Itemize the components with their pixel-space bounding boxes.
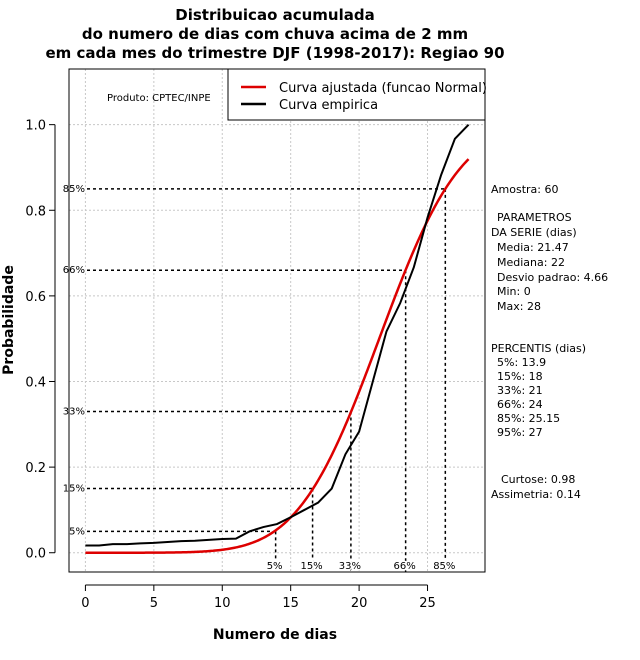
x-tick-label-5: 5 [150,596,158,611]
y-axis-label: Probabilidade [1,265,17,375]
legend-label-empirical: Curva empirica [279,98,378,113]
chart-title-line-2: do numero de dias com chuva acima de 2 m… [82,25,468,43]
product-label: Produto: CPTEC/INPE [107,93,211,104]
statistics-panel: Amostra: 60 PARAMETROS DA SERIE (dias) M… [491,183,608,501]
y-axis: 0.0 0.2 0.4 0.6 0.8 1.0 [25,119,56,562]
plot-frame [68,68,486,573]
params-title-1: PARAMETROS [497,211,572,224]
x-tick-label-15: 15 [282,596,299,611]
y-tick-label-2: 0.4 [25,376,46,391]
percentile-x-label-85%: 85% [433,561,455,572]
y-tick-label-0: 0.0 [25,547,46,562]
percentile-x-label-33%: 33% [339,561,361,572]
percentil-33: 33%: 21 [497,384,543,397]
percentile-x-label-66%: 66% [394,561,416,572]
x-axis-label: Numero de dias [213,627,337,643]
legend-box [227,68,486,121]
x-tick-label-0: 0 [81,596,89,611]
data-series [85,123,470,554]
y-tick-label-4: 0.8 [25,204,46,219]
param-mean: Media: 21.47 [497,241,569,254]
percentile-y-label-85%: 85% [63,184,85,195]
y-tick-label-5: 1.0 [25,119,46,134]
percentile-guides: 5% 5% 15% 15% 33% 33% 66% 66% 85% 85% [61,182,457,573]
percentile-y-label-66%: 66% [63,265,85,276]
percentile-y-label-33%: 33% [63,406,85,417]
chart-title-line-1: Distribuicao acumulada [175,6,374,24]
param-min: Min: 0 [497,285,531,298]
percentis-title: PERCENTIS (dias) [491,342,586,355]
percentile-x-label-15%: 15% [300,561,322,572]
grid-lines [69,69,485,572]
percentil-85: 85%: 25.15 [497,412,560,425]
params-title-2: DA SERIE (dias) [491,226,577,239]
x-tick-label-20: 20 [351,596,368,611]
param-max: Max: 28 [497,300,541,313]
percentile-y-label-5%: 5% [69,526,85,537]
param-sd: Desvio padrao: 4.66 [497,271,608,284]
skewness: Assimetria: 0.14 [491,488,581,501]
y-tick-label-1: 0.2 [25,461,46,476]
percentil-95: 95%: 27 [497,426,543,439]
empirical-curve [85,123,470,547]
sample-size: Amostra: 60 [491,183,558,196]
y-tick-label-3: 0.6 [25,290,46,305]
chart-title-line-3: em cada mes do trimestre DJF (1998-2017)… [45,44,504,62]
legend-label-fitted: Curva ajustada (funcao Normal) [279,81,487,96]
param-median: Mediana: 22 [497,256,565,269]
percentile-y-label-15%: 15% [63,484,85,495]
percentil-5: 5%: 13.9 [497,356,546,369]
legend: Curva ajustada (funcao Normal) Curva emp… [227,68,487,121]
x-tick-label-25: 25 [419,596,436,611]
kurtosis: Curtose: 0.98 [501,473,575,486]
x-axis: 0 5 10 15 20 25 [81,584,436,611]
percentil-66: 66%: 24 [497,398,543,411]
percentile-x-label-5%: 5% [267,561,283,572]
fitted-normal-curve [85,158,470,554]
percentil-15: 15%: 18 [497,370,543,383]
x-tick-label-10: 10 [214,596,231,611]
